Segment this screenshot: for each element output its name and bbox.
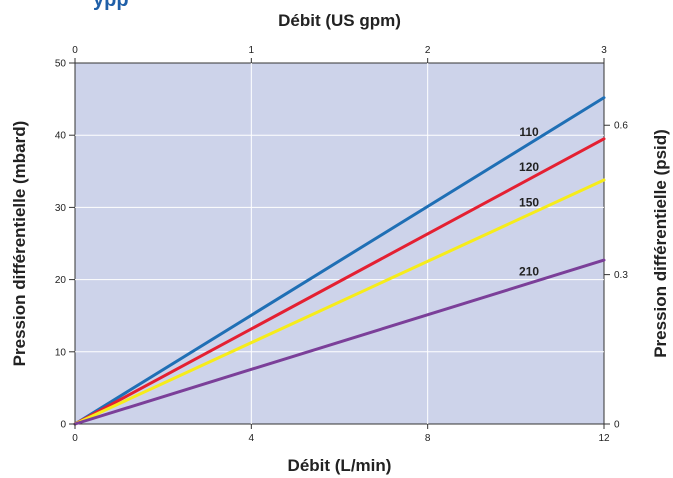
- top-tick-label: 3: [601, 45, 607, 56]
- series-label-150: 150: [519, 196, 539, 210]
- chart-heading-fragment: ypp: [93, 0, 129, 11]
- series-label-210: 210: [519, 264, 539, 278]
- grid: [75, 63, 604, 424]
- top-tick-label: 1: [249, 45, 255, 56]
- left-tick-label: 50: [55, 59, 67, 70]
- left-tick-label: 10: [55, 347, 67, 358]
- bottom-tick-label: 8: [425, 433, 431, 444]
- series-group: 110 120 150 210: [73, 96, 606, 426]
- left-axis-title: Pression différentielle (mbard): [10, 121, 29, 367]
- bottom-tick-label: 0: [72, 433, 78, 444]
- left-tick-label: 0: [60, 420, 66, 431]
- bottom-tick-label: 12: [598, 433, 610, 444]
- left-tick-label: 40: [55, 131, 67, 142]
- series-line-110: [73, 96, 606, 426]
- series-line-120: [73, 137, 606, 426]
- series-label-120: 120: [519, 160, 539, 174]
- plot-area: [74, 62, 605, 425]
- top-tick-label: 2: [425, 45, 431, 56]
- series-label-110: 110: [519, 125, 539, 139]
- top-axis-title: Débit (US gpm): [278, 11, 401, 30]
- series-line-150: [73, 178, 606, 426]
- top-tick-label: 0: [72, 45, 78, 56]
- right-tick-label: 0: [614, 420, 620, 431]
- left-tick-label: 20: [55, 275, 67, 286]
- bottom-tick-label: 4: [249, 433, 255, 444]
- series-line-210: [73, 258, 606, 426]
- left-tick-label: 30: [55, 203, 67, 214]
- right-tick-label: 0.6: [614, 121, 628, 132]
- bottom-axis-title: Débit (L/min): [288, 456, 392, 475]
- right-tick-label: 0.3: [614, 270, 628, 281]
- right-axis-title: Pression différentielle (psid): [651, 129, 670, 358]
